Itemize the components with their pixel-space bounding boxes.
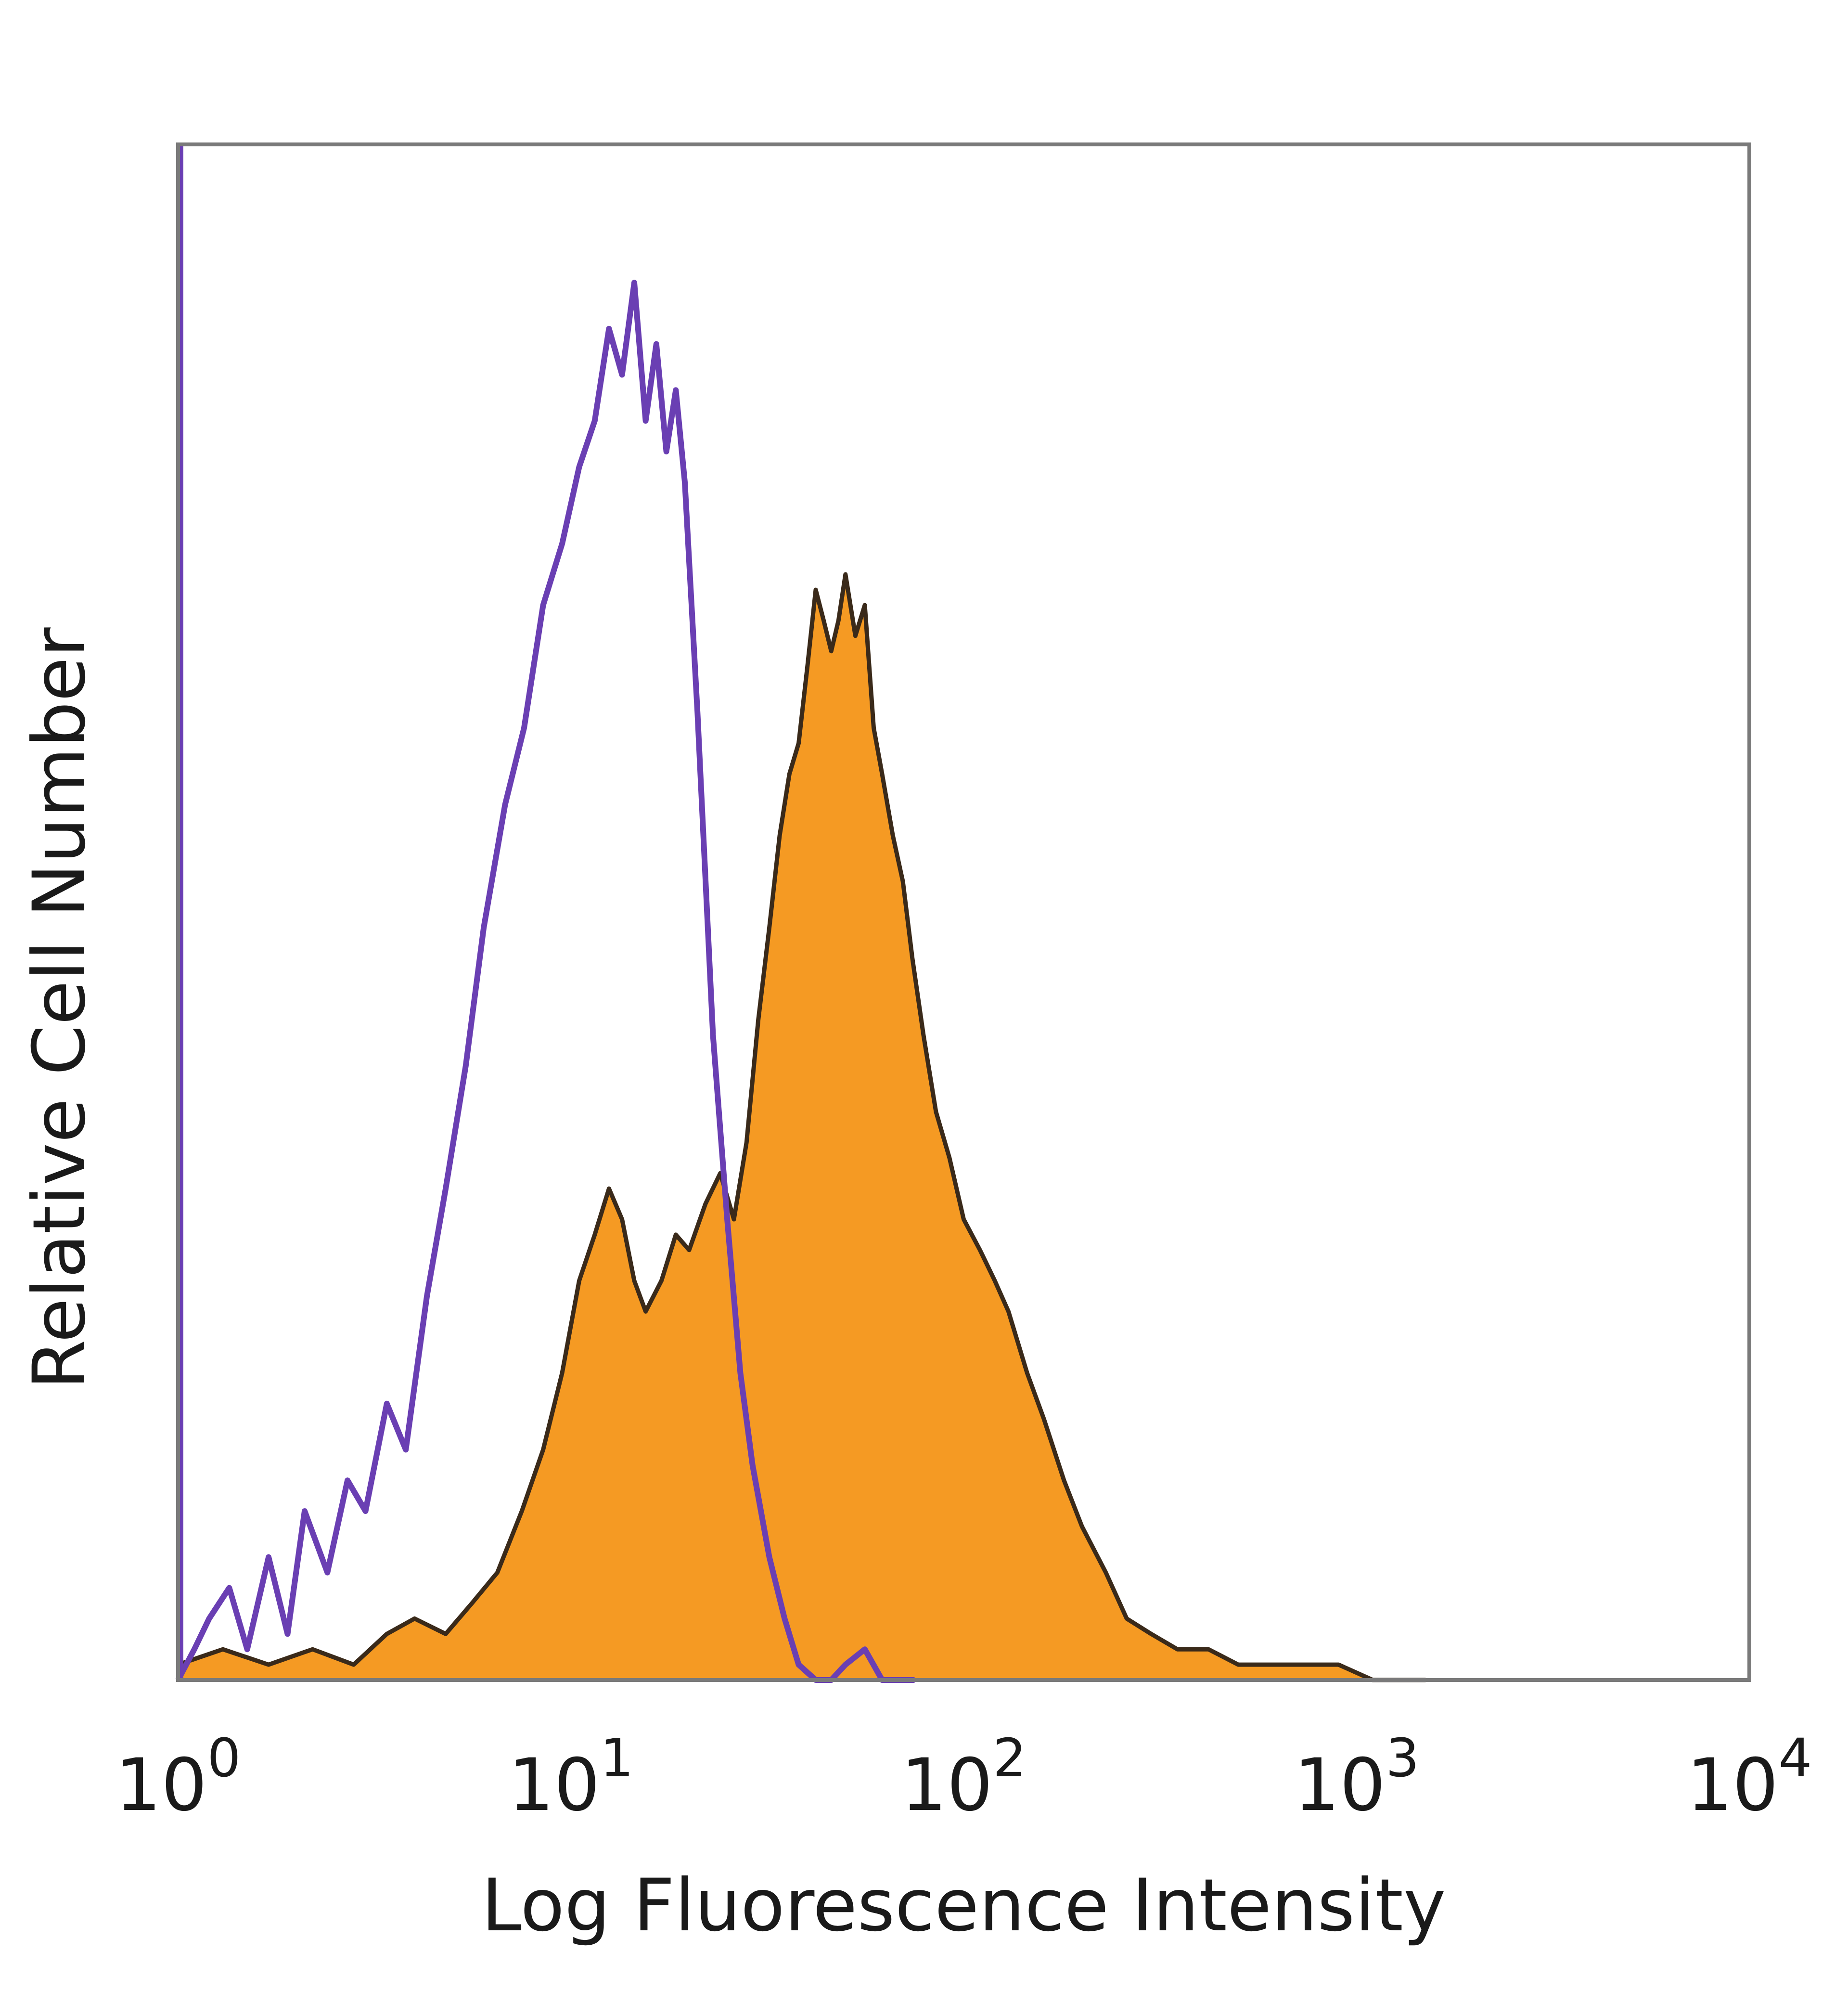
- x-tick-label: 102: [901, 1727, 1027, 1827]
- series-filled-area: [178, 574, 1426, 1680]
- series-outline-line: [175, 280, 915, 1683]
- series-filled-outline: [177, 572, 1426, 1682]
- x-tick-label: 104: [1687, 1727, 1812, 1827]
- x-tick-labels: 100 101 102 103 104: [116, 1727, 1812, 1827]
- x-tick-label: 100: [116, 1727, 241, 1827]
- series-layer: [175, 144, 1426, 1683]
- y-axis-label: Relative Cell Number: [18, 627, 102, 1390]
- x-tick-label: 103: [1294, 1727, 1419, 1827]
- plot-frame: [176, 142, 1751, 1682]
- x-axis-label: Log Fluorescence Intensity: [481, 1864, 1446, 1948]
- x-tick-label: 101: [508, 1727, 634, 1827]
